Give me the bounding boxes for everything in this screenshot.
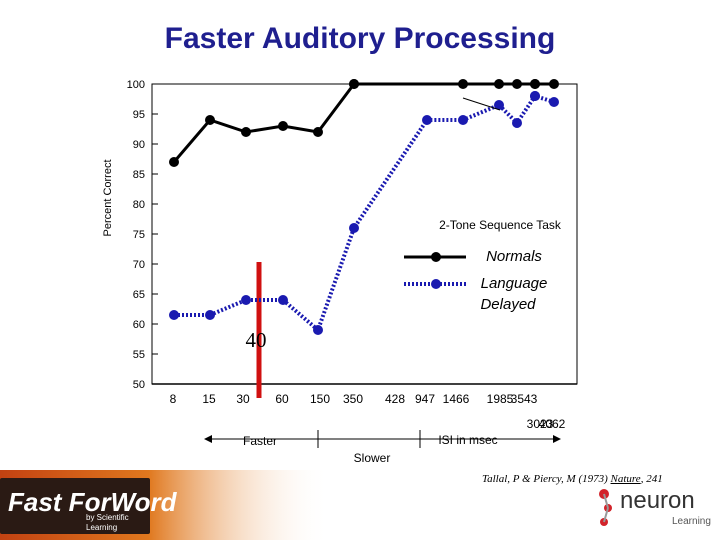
faster-label: Faster	[243, 434, 277, 448]
x-tick-label: 3543	[511, 392, 538, 406]
x-tick-label: 350	[343, 392, 363, 406]
x-tick-label: 15	[202, 392, 216, 406]
y-axis: 100 95 90 85 80 75 70 65 60 55 50	[127, 79, 158, 391]
normals-early-point	[278, 121, 288, 131]
x-tick-label: 1985	[487, 392, 514, 406]
y-tick-label: 70	[133, 259, 145, 271]
y-tick-label: 90	[133, 139, 145, 151]
language-delayed-point	[169, 310, 179, 320]
language-delayed-point	[458, 115, 468, 125]
x-tick-label: 428	[385, 392, 405, 406]
normals-early-point	[205, 115, 215, 125]
language-delayed-point	[422, 115, 432, 125]
x-tick-label: 1466	[443, 392, 470, 406]
fast-forword-logo: Fast ForWord by Scientific Learning	[0, 470, 330, 540]
y-tick-label: 50	[133, 379, 145, 391]
y-tick-label: 80	[133, 199, 145, 211]
highlight-label: 40	[246, 328, 267, 352]
normals-point	[549, 79, 559, 89]
plot-frame	[151, 83, 578, 385]
x-tick-label: 8	[170, 392, 177, 406]
citation: Tallal, P & Piercy, M (1973) Nature, 241	[482, 473, 663, 485]
citation-authors: Tallal, P & Piercy, M (1973)	[482, 473, 608, 485]
legend-language-delayed-line2: Delayed	[480, 296, 536, 313]
normals-early-point	[241, 127, 251, 137]
normals-point	[530, 79, 540, 89]
svg-text:Learning: Learning	[86, 523, 117, 532]
language-delayed-point	[205, 310, 215, 320]
x-tick-label: 60	[275, 392, 289, 406]
neuron-learning-logo: neuron Learning	[599, 487, 711, 527]
y-tick-label: 55	[133, 349, 145, 361]
x-tick-label: 30	[236, 392, 250, 406]
series-layer	[169, 79, 559, 335]
y-tick-label: 85	[133, 169, 145, 181]
chart: 100 95 90 85 80 75 70 65 60 55 50 8 15 30 60 150 350 428…	[102, 79, 578, 465]
x-axis-label: ISI in msec	[438, 433, 497, 447]
svg-text:by Scientific: by Scientific	[86, 513, 129, 522]
legend-normals-label: Normals	[486, 248, 542, 265]
language-delayed-point	[278, 295, 288, 305]
legend-normals-marker	[431, 252, 441, 262]
y-tick-label: 75	[133, 229, 145, 241]
x-tick-label: 150	[310, 392, 330, 406]
x-tick-label: 947	[415, 392, 435, 406]
normals-point	[512, 79, 522, 89]
normals-early-line	[172, 83, 356, 163]
svg-text:Fast ForWord: Fast ForWord	[8, 487, 178, 517]
slower-label: Slower	[354, 451, 391, 465]
y-tick-label: 100	[127, 79, 145, 91]
language-delayed-point	[313, 325, 323, 335]
normals-early-point	[313, 127, 323, 137]
citation-pages: , 241	[640, 473, 663, 485]
language-delayed-line	[174, 93, 555, 334]
normals-early-point	[169, 157, 179, 167]
language-delayed-point	[530, 91, 540, 101]
y-tick-label: 95	[133, 109, 145, 121]
y-tick-label: 65	[133, 289, 145, 301]
language-delayed-point	[549, 97, 559, 107]
language-delayed-point	[241, 295, 251, 305]
normals-point	[458, 79, 468, 89]
legend-language-delayed-line1: Language	[481, 275, 548, 292]
x-tick-label: 3023	[527, 417, 554, 431]
svg-text:Learning: Learning	[672, 516, 711, 527]
normals-point	[494, 79, 504, 89]
y-axis-label: Percent Correct	[102, 159, 114, 236]
x-tick-label: 4062	[539, 417, 566, 431]
normals-point	[349, 79, 359, 89]
normals-pointer-line	[462, 97, 501, 111]
language-delayed-point	[494, 100, 504, 110]
task-label: 2-Tone Sequence Task	[439, 218, 562, 232]
legend-language-delayed-marker	[431, 279, 441, 289]
slide-title: Faster Auditory Processing	[164, 22, 556, 55]
language-delayed-point	[512, 118, 522, 128]
svg-text:neuron: neuron	[620, 487, 695, 514]
y-tick-label: 60	[133, 319, 145, 331]
citation-journal: Nature	[610, 473, 641, 485]
language-delayed-point	[349, 223, 359, 233]
